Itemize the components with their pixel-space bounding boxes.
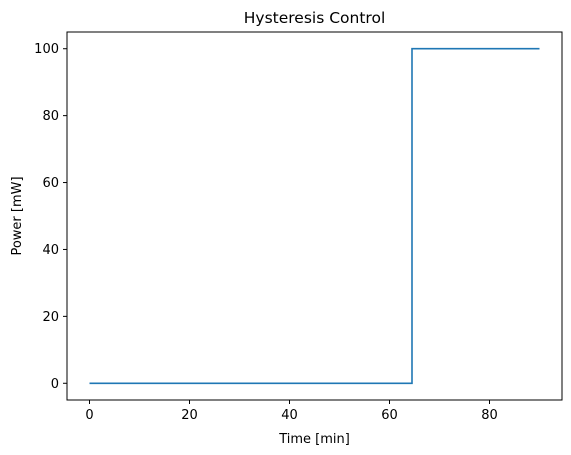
y-tick-label: 60 [42, 176, 59, 191]
series-line-0 [89, 47, 540, 385]
x-tick-label: 80 [481, 408, 498, 423]
y-axis-ticks: 0 20 40 60 80 100 [34, 42, 67, 392]
x-axis-ticks: 0 20 40 60 80 [85, 400, 498, 423]
x-axis-label: Time [min] [278, 432, 350, 447]
plot-frame [66, 31, 563, 401]
y-tick-label: 20 [42, 310, 59, 325]
series-layer [89, 47, 540, 385]
x-tick-label: 40 [281, 408, 298, 423]
x-tick-label: 20 [181, 408, 198, 423]
x-tick-label: 60 [381, 408, 398, 423]
y-tick-label: 80 [42, 109, 59, 124]
y-tick-label: 40 [42, 243, 59, 258]
chart-title: Hysteresis Control [244, 9, 386, 27]
plot-area [67, 32, 562, 400]
x-tick-label: 0 [85, 408, 93, 423]
y-tick-label: 0 [51, 377, 59, 392]
y-axis-label: Power [mW] [10, 176, 25, 255]
y-tick-label: 100 [34, 42, 59, 57]
